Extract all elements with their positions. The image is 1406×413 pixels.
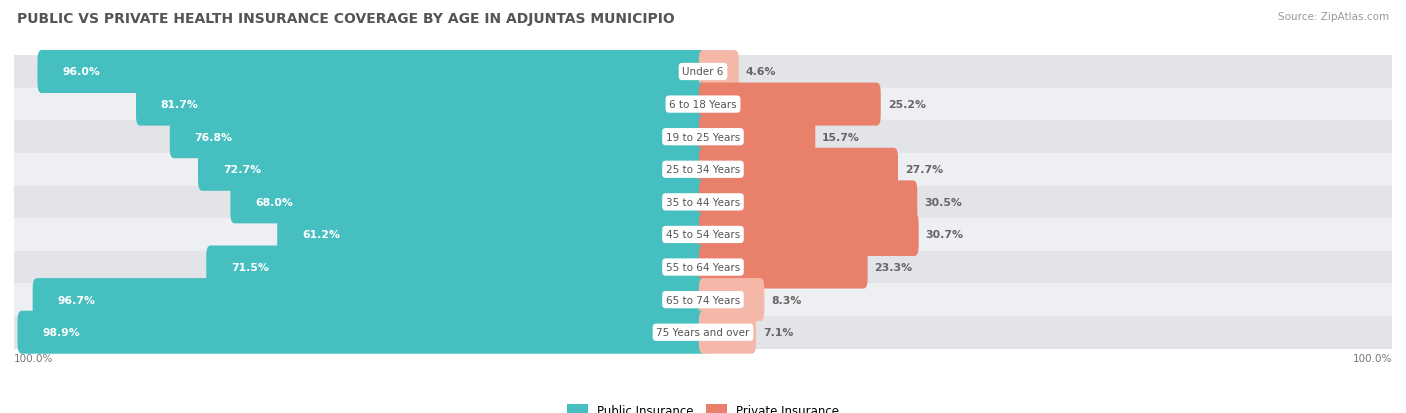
Text: 96.7%: 96.7% bbox=[58, 295, 96, 305]
Text: 45 to 54 Years: 45 to 54 Years bbox=[666, 230, 740, 240]
FancyBboxPatch shape bbox=[32, 278, 707, 321]
Text: 55 to 64 Years: 55 to 64 Years bbox=[666, 262, 740, 273]
Bar bbox=[14, 88, 1392, 121]
Text: 100.0%: 100.0% bbox=[14, 354, 53, 363]
Text: Under 6: Under 6 bbox=[682, 67, 724, 77]
Text: 6 to 18 Years: 6 to 18 Years bbox=[669, 100, 737, 110]
Text: 68.0%: 68.0% bbox=[256, 197, 292, 207]
Text: 61.2%: 61.2% bbox=[302, 230, 340, 240]
FancyBboxPatch shape bbox=[277, 214, 707, 256]
FancyBboxPatch shape bbox=[17, 311, 707, 354]
Text: Source: ZipAtlas.com: Source: ZipAtlas.com bbox=[1278, 12, 1389, 22]
Bar bbox=[14, 218, 1392, 251]
FancyBboxPatch shape bbox=[231, 181, 707, 224]
Legend: Public Insurance, Private Insurance: Public Insurance, Private Insurance bbox=[567, 404, 839, 413]
FancyBboxPatch shape bbox=[38, 51, 707, 94]
Text: 98.9%: 98.9% bbox=[42, 328, 80, 337]
Bar bbox=[14, 56, 1392, 88]
Text: 23.3%: 23.3% bbox=[875, 262, 912, 273]
Bar bbox=[14, 284, 1392, 316]
Text: 30.7%: 30.7% bbox=[925, 230, 963, 240]
FancyBboxPatch shape bbox=[699, 83, 880, 126]
FancyBboxPatch shape bbox=[699, 148, 898, 191]
FancyBboxPatch shape bbox=[136, 83, 707, 126]
Bar bbox=[14, 316, 1392, 349]
Text: 71.5%: 71.5% bbox=[231, 262, 269, 273]
Bar bbox=[14, 251, 1392, 284]
Text: 4.6%: 4.6% bbox=[745, 67, 776, 77]
Text: 27.7%: 27.7% bbox=[905, 165, 943, 175]
Text: 75 Years and over: 75 Years and over bbox=[657, 328, 749, 337]
FancyBboxPatch shape bbox=[699, 116, 815, 159]
Text: 15.7%: 15.7% bbox=[823, 132, 860, 142]
Text: 19 to 25 Years: 19 to 25 Years bbox=[666, 132, 740, 142]
FancyBboxPatch shape bbox=[699, 278, 765, 321]
FancyBboxPatch shape bbox=[198, 148, 707, 191]
Text: 72.7%: 72.7% bbox=[222, 165, 262, 175]
Bar bbox=[14, 186, 1392, 218]
Text: 100.0%: 100.0% bbox=[1353, 354, 1392, 363]
Text: 7.1%: 7.1% bbox=[763, 328, 793, 337]
FancyBboxPatch shape bbox=[207, 246, 707, 289]
FancyBboxPatch shape bbox=[699, 311, 756, 354]
Text: 25 to 34 Years: 25 to 34 Years bbox=[666, 165, 740, 175]
Text: 65 to 74 Years: 65 to 74 Years bbox=[666, 295, 740, 305]
FancyBboxPatch shape bbox=[699, 181, 917, 224]
Text: PUBLIC VS PRIVATE HEALTH INSURANCE COVERAGE BY AGE IN ADJUNTAS MUNICIPIO: PUBLIC VS PRIVATE HEALTH INSURANCE COVER… bbox=[17, 12, 675, 26]
Text: 8.3%: 8.3% bbox=[772, 295, 801, 305]
Text: 25.2%: 25.2% bbox=[887, 100, 925, 110]
FancyBboxPatch shape bbox=[699, 246, 868, 289]
Text: 96.0%: 96.0% bbox=[62, 67, 100, 77]
Bar bbox=[14, 121, 1392, 154]
Text: 81.7%: 81.7% bbox=[160, 100, 198, 110]
Text: 76.8%: 76.8% bbox=[194, 132, 232, 142]
FancyBboxPatch shape bbox=[699, 214, 918, 256]
Text: 35 to 44 Years: 35 to 44 Years bbox=[666, 197, 740, 207]
Bar bbox=[14, 154, 1392, 186]
FancyBboxPatch shape bbox=[699, 51, 738, 94]
Text: 30.5%: 30.5% bbox=[924, 197, 962, 207]
FancyBboxPatch shape bbox=[170, 116, 707, 159]
